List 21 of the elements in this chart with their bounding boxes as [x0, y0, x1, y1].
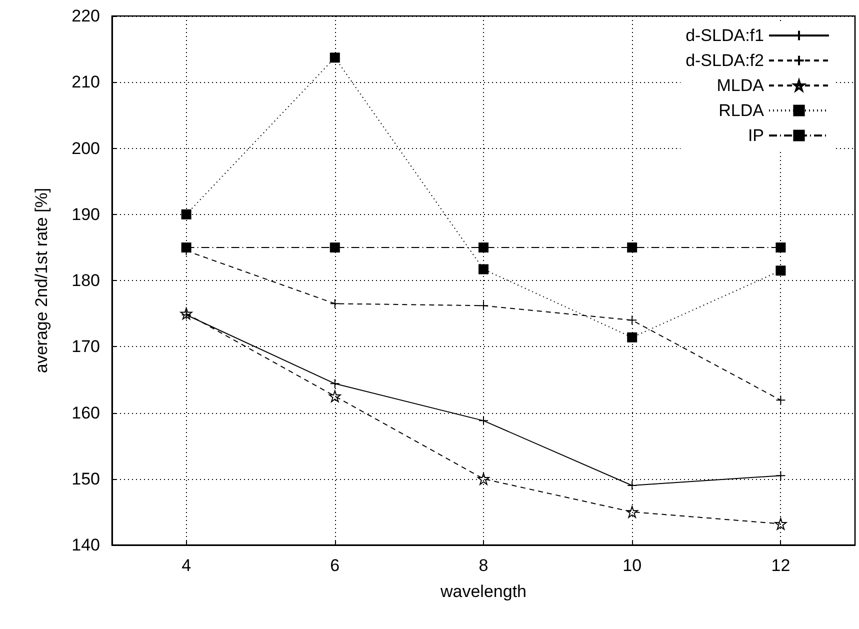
legend-label: MLDA [716, 76, 765, 95]
x-axis-title: wavelength [439, 582, 527, 601]
y-tick-label: 200 [72, 138, 100, 158]
x-tick-label: 8 [478, 556, 488, 575]
legend-label: RLDA [718, 101, 765, 120]
x-tick-label: 10 [622, 556, 642, 575]
y-tick-label: 140 [72, 536, 100, 554]
y-tick-label: 160 [72, 403, 100, 422]
y-tick-label: 170 [72, 337, 100, 356]
y-tick-label: 220 [72, 6, 100, 26]
x-tick-label: 6 [330, 556, 340, 575]
y-axis-title: average 2nd/1st rate [%] [32, 188, 51, 374]
x-tick-label: 12 [771, 556, 790, 575]
y-tick-label: 150 [72, 469, 100, 488]
y-tick-label: 210 [72, 72, 100, 92]
legend-label: IP [748, 126, 764, 145]
legend-label: d-SLDA:f2 [686, 51, 764, 70]
y-tick-label: 180 [72, 271, 100, 290]
legend-label: d-SLDA:f1 [686, 26, 764, 45]
x-tick-label: 4 [182, 556, 192, 575]
y-tick-label: 190 [72, 204, 100, 224]
